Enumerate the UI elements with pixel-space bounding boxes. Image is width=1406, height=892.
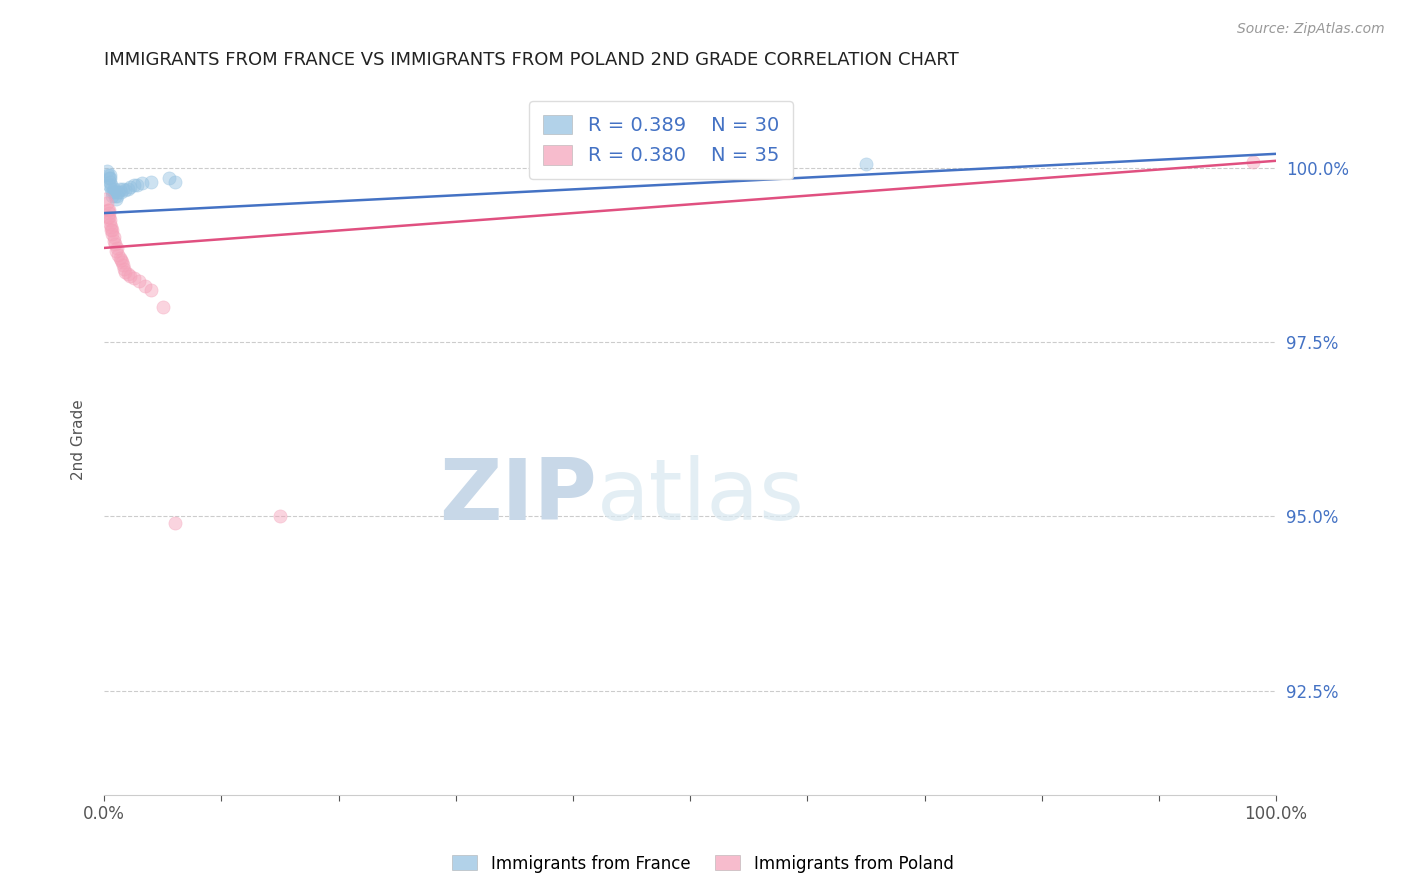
Point [110,252,132,267]
Point [122,178,145,193]
Point [112,258,135,272]
Point [101,188,124,202]
Point [103,182,125,196]
Point [101,223,124,237]
Point [98,202,121,217]
Point [112,261,135,276]
Point [100,182,122,196]
Point [112,182,135,196]
Point [98,171,121,186]
Point [105,188,128,202]
Point [98,213,121,227]
Point [96,164,118,178]
Point [98,217,121,231]
Point [98,210,121,224]
Text: atlas: atlas [596,455,804,538]
Text: Source: ZipAtlas.com: Source: ZipAtlas.com [1237,22,1385,37]
Point [108,252,131,266]
Point [105,192,128,206]
Point [141,175,163,189]
Point [108,182,131,196]
Point [120,268,142,283]
Point [855,157,877,171]
Point [98,171,121,186]
Point [98,206,121,220]
Y-axis label: 2nd Grade: 2nd Grade [72,400,86,480]
Point [96,195,118,210]
Point [127,178,149,193]
Point [104,188,127,202]
Text: ZIP: ZIP [439,455,596,538]
Legend: R = 0.389    N = 30, R = 0.380    N = 35: R = 0.389 N = 30, R = 0.380 N = 35 [529,101,793,179]
Point [111,255,134,269]
Point [141,283,163,297]
Point [117,182,139,196]
Point [97,168,120,182]
Point [101,185,124,199]
Point [103,185,125,199]
Point [114,265,136,279]
Point [107,185,129,199]
Text: IMMIGRANTS FROM FRANCE VS IMMIGRANTS FROM POLAND 2ND GRADE CORRELATION CHART: IMMIGRANTS FROM FRANCE VS IMMIGRANTS FRO… [104,51,959,69]
Point [114,183,136,197]
Point [103,234,125,248]
Point [105,244,128,259]
Point [98,178,121,193]
Point [1241,155,1264,169]
Point [163,175,186,189]
Point [163,516,186,531]
Point [98,168,121,182]
Point [122,271,145,285]
Point [152,300,174,314]
Point [117,267,139,281]
Point [131,176,153,190]
Point [100,219,122,234]
Point [101,227,124,241]
Point [128,274,150,288]
Point [100,223,122,237]
Point [97,210,120,224]
Point [98,175,121,189]
Point [134,279,156,293]
Point [100,178,122,193]
Legend: Immigrants from France, Immigrants from Poland: Immigrants from France, Immigrants from … [446,848,960,880]
Point [97,202,120,217]
Point [120,180,142,194]
Point [107,248,129,262]
Point [110,185,132,199]
Point [105,241,128,255]
Point [94,192,117,206]
Point [269,509,291,524]
Point [103,230,125,244]
Point [104,237,127,252]
Point [157,171,180,186]
